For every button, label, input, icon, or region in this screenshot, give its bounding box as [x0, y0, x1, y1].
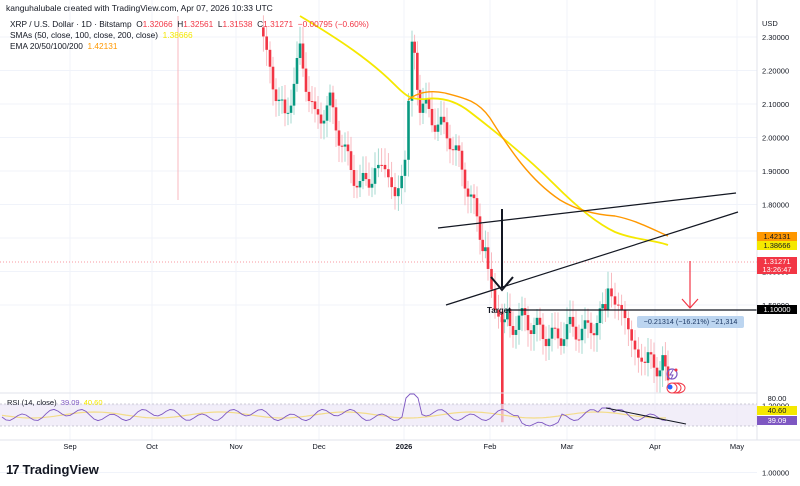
time-tick: Feb: [484, 442, 497, 451]
lightning-event-icon[interactable]: [666, 368, 678, 380]
time-tick: Mar: [561, 442, 574, 451]
price-tick: 1.80000: [762, 201, 789, 210]
down-arrow-red-icon[interactable]: [681, 261, 699, 309]
price-tick: 2.10000: [762, 100, 789, 109]
close-value: 1.31271: [263, 19, 294, 29]
sma-price-tag: 1.38666: [757, 241, 797, 250]
chart-credit: kanguhalubale created with TradingView.c…: [6, 3, 273, 13]
ema-label[interactable]: EMA 20/50/100/200: [10, 41, 83, 51]
wedge-lower-line[interactable]: [445, 211, 739, 306]
time-tick: 2026: [396, 442, 413, 451]
rsi-line: [1, 393, 667, 427]
time-tick: Oct: [146, 442, 159, 451]
rsi-trendline[interactable]: [605, 407, 687, 425]
rsi-upper-level: 80.00: [767, 394, 787, 403]
price-tick: 2.30000: [762, 33, 789, 42]
ema-value: 1.42131: [87, 41, 118, 51]
ohlc-row: XRP / U.S. Dollar · 1D · Bitstamp O1.320…: [10, 19, 369, 29]
rsi-label[interactable]: RSI (14, close): [7, 398, 57, 407]
rsi-ma-tag: 40.60: [757, 406, 797, 415]
open-value: 1.32066: [142, 19, 173, 29]
high-value: 1.32561: [183, 19, 214, 29]
candlesticks: [177, 15, 670, 423]
time-tick: Sep: [63, 442, 76, 451]
time-tick: Dec: [312, 442, 326, 451]
target-label: Target: [487, 306, 511, 315]
change-value: −0.00795 (−0.60%): [297, 19, 369, 29]
price-tick: 1.90000: [762, 167, 789, 176]
time-tick: Nov: [229, 442, 243, 451]
currency-label: USD: [762, 19, 778, 28]
ema-price-tag: 1.42131: [757, 232, 797, 241]
down-arrow-black-icon[interactable]: [490, 209, 514, 292]
rsi-ma-line: [1, 411, 667, 419]
price-tick: 2.20000: [762, 67, 789, 76]
time-axis[interactable]: Sep Oct Nov Dec 2026 Feb Mar Apr May: [0, 439, 800, 451]
rsi-ma-value: 40.60: [83, 398, 103, 407]
price-tick: 2.00000: [762, 134, 789, 143]
tradingview-logo-icon: 17: [6, 462, 20, 477]
ema-line: [407, 91, 669, 237]
sma-label[interactable]: SMAs (50, close, 100, close, 200, close): [10, 30, 159, 40]
event-icons: [662, 366, 686, 401]
price-tick: 1.00000: [762, 469, 789, 478]
measure-label: −0.21314 (−16.21%) −21,314: [637, 316, 744, 328]
time-tick: May: [730, 442, 744, 451]
low-value: 1.31538: [222, 19, 253, 29]
earnings-event-icon[interactable]: [666, 382, 686, 394]
rsi-value: 39.09: [60, 398, 80, 407]
sma-row: SMAs (50, close, 100, close, 200, close)…: [10, 30, 369, 41]
wedge-upper-line[interactable]: [437, 192, 737, 229]
last-price-tag: 1.31271: [757, 257, 797, 266]
rsi-value-tag: 39.09: [757, 416, 797, 425]
sma-value: 1.38666: [162, 30, 193, 40]
sma-line: [299, 15, 669, 246]
rsi-legend: RSI (14, close) 39.09 40.60: [7, 398, 103, 407]
chart-legend: XRP / U.S. Dollar · 1D · Bitstamp O1.320…: [10, 19, 369, 52]
symbol-label[interactable]: XRP / U.S. Dollar · 1D · Bitstamp: [10, 19, 132, 29]
target-price-tag: 1.10000: [757, 305, 797, 314]
tradingview-logo[interactable]: 17 TradingView: [6, 462, 99, 477]
tradingview-wordmark: TradingView: [22, 462, 99, 477]
time-tick: Apr: [649, 442, 661, 451]
countdown-tag: 13:26:47: [757, 265, 797, 274]
ema-row: EMA 20/50/100/200 1.42131: [10, 41, 369, 52]
